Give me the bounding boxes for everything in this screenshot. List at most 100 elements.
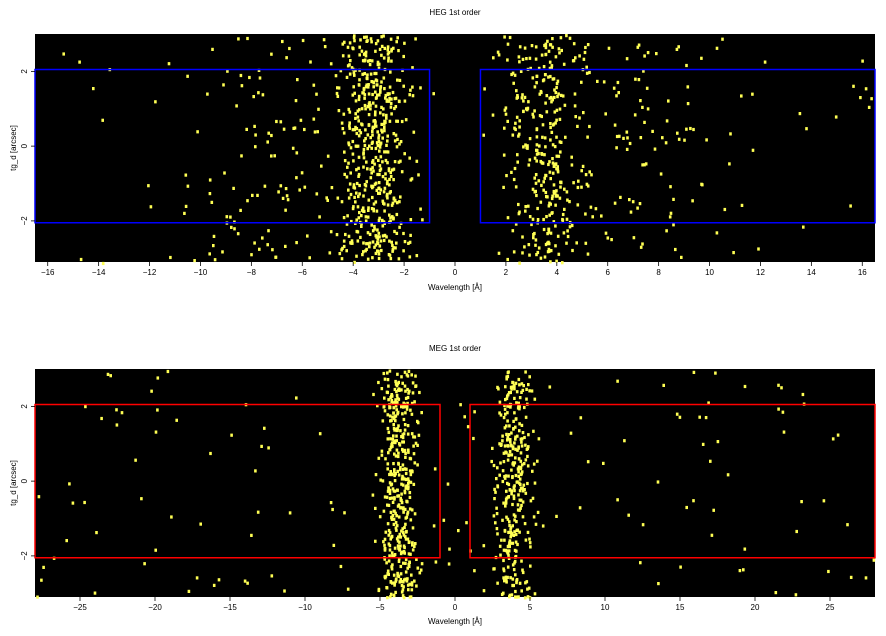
heg-event	[355, 218, 358, 222]
heg-event	[101, 261, 105, 266]
heg-event	[367, 83, 370, 87]
heg-event	[364, 215, 368, 219]
heg-event	[355, 191, 358, 195]
meg-event	[406, 487, 410, 491]
meg-event	[521, 431, 525, 435]
meg-event	[386, 467, 389, 471]
heg-event	[347, 54, 351, 58]
meg-event	[505, 549, 508, 553]
meg-event	[492, 463, 496, 468]
meg-event	[510, 593, 514, 597]
heg-event	[379, 239, 383, 243]
meg-event	[400, 482, 403, 486]
heg-event	[547, 249, 551, 253]
heg-event	[348, 124, 351, 128]
meg-event	[400, 550, 403, 554]
meg-event	[391, 444, 394, 448]
heg-event	[757, 247, 760, 251]
heg-event	[551, 171, 555, 175]
meg-event	[527, 433, 530, 437]
heg-event	[285, 194, 289, 198]
heg-event	[363, 143, 367, 148]
heg-event	[536, 206, 539, 211]
heg-event	[558, 117, 562, 121]
heg-event	[546, 195, 549, 199]
meg-event	[529, 545, 532, 549]
meg-event	[507, 549, 511, 553]
heg-event	[641, 163, 644, 167]
meg-event	[154, 430, 158, 434]
meg-event	[410, 508, 414, 512]
meg-event	[413, 544, 416, 548]
heg-event	[384, 177, 387, 181]
heg-event	[301, 38, 305, 43]
heg-event	[351, 207, 355, 211]
meg-event	[508, 595, 511, 599]
heg-event	[387, 56, 390, 60]
heg-event	[348, 126, 351, 130]
heg-event	[385, 150, 388, 154]
meg-event	[394, 577, 398, 581]
heg-event	[387, 169, 391, 173]
meg-event	[526, 530, 530, 534]
heg-event	[388, 239, 391, 243]
heg-event	[641, 105, 644, 109]
meg-event	[514, 473, 518, 478]
meg-event	[515, 390, 519, 394]
meg-event	[780, 386, 783, 390]
heg-event	[535, 127, 539, 131]
meg-event	[388, 491, 392, 495]
meg-event	[508, 541, 511, 545]
meg-event	[701, 442, 705, 446]
heg-event	[732, 251, 735, 255]
heg-event	[576, 185, 580, 190]
heg-event	[664, 141, 668, 145]
meg-event	[515, 581, 518, 585]
heg-event	[377, 133, 381, 137]
meg-event	[371, 493, 375, 497]
heg-event	[379, 155, 383, 159]
heg-event	[388, 213, 391, 217]
meg-event	[95, 531, 98, 535]
meg-event	[412, 435, 415, 439]
meg-event	[395, 524, 399, 528]
heg-event	[374, 155, 378, 160]
meg-event	[407, 588, 410, 592]
meg-y-tick-label: 2	[20, 404, 29, 409]
meg-event	[521, 568, 524, 572]
heg-event	[354, 68, 357, 72]
meg-event	[515, 401, 518, 405]
meg-event	[505, 515, 508, 519]
heg-event	[223, 171, 226, 175]
heg-event	[361, 206, 365, 210]
meg-event	[407, 391, 410, 395]
heg-event	[377, 139, 381, 143]
heg-event	[354, 200, 357, 204]
meg-event	[383, 547, 387, 551]
heg-event	[306, 234, 309, 238]
heg-event	[384, 158, 388, 163]
heg-event	[368, 63, 372, 67]
meg-event	[499, 553, 502, 557]
heg-event	[236, 232, 240, 236]
heg-event	[562, 62, 566, 66]
meg-event	[627, 513, 630, 517]
heg-event	[361, 59, 365, 63]
meg-event	[692, 499, 695, 503]
heg-event	[381, 224, 385, 228]
meg-event	[511, 583, 514, 588]
meg-event	[391, 401, 395, 405]
meg-event	[393, 546, 397, 550]
meg-event	[490, 459, 493, 464]
heg-event	[270, 133, 273, 138]
heg-event	[572, 59, 576, 63]
meg-event	[522, 483, 526, 487]
meg-event	[409, 595, 413, 599]
meg-event	[738, 569, 742, 573]
heg-event	[552, 220, 556, 224]
heg-event	[389, 70, 392, 74]
meg-event	[513, 561, 516, 565]
meg-event	[170, 515, 173, 519]
heg-event	[399, 159, 402, 163]
heg-event	[380, 44, 384, 48]
